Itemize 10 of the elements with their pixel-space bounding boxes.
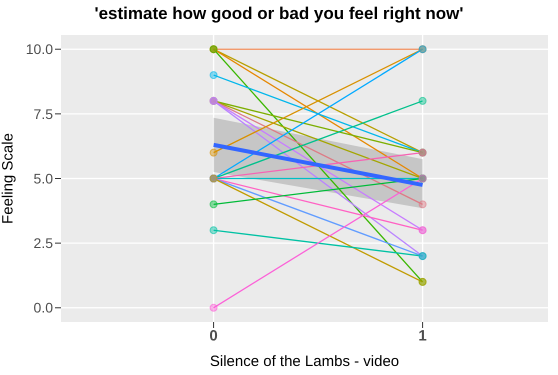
y-tick-label: 7.5 — [34, 106, 54, 122]
x-axis-title: Silence of the Lambs - video — [210, 353, 400, 370]
x-tick-label: 0 — [209, 328, 218, 345]
y-axis-title: Feeling Scale — [0, 133, 16, 224]
x-tick-label: 1 — [418, 328, 427, 345]
y-tick-label: 0.0 — [34, 300, 54, 316]
y-tick-label: 10.0 — [26, 41, 54, 58]
y-tick-label: 2.5 — [34, 235, 54, 252]
chart-title: 'estimate how good or bad you feel right now' — [94, 4, 464, 24]
y-tick-label: 5.0 — [34, 170, 54, 186]
